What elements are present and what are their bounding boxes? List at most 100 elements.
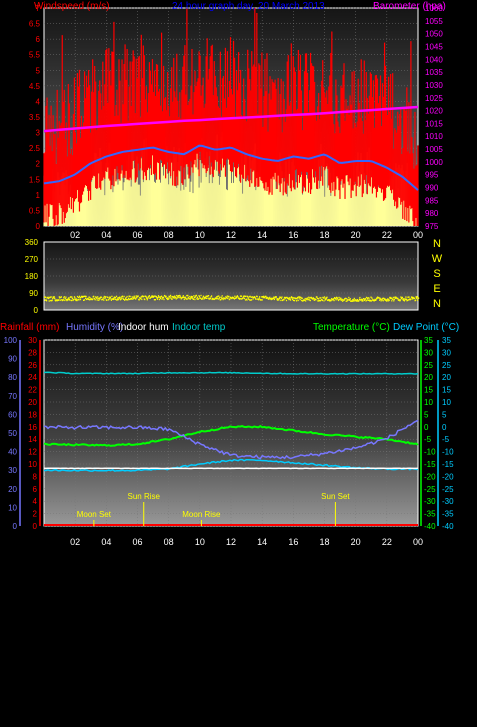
direction-point xyxy=(205,297,208,299)
rainfall-tick-label: 12 xyxy=(28,448,37,457)
barometer-tick-label: 1060 xyxy=(425,4,443,13)
direction-point xyxy=(94,298,96,300)
event-label: Sun Set xyxy=(321,492,350,501)
direction-point xyxy=(203,296,206,299)
direction-point xyxy=(102,297,104,299)
direction-point xyxy=(239,295,242,297)
direction-point xyxy=(168,298,170,300)
direction-point xyxy=(203,298,205,300)
direction-point xyxy=(374,299,376,301)
humidity-tick-label: 90 xyxy=(8,355,17,364)
direction-point xyxy=(249,295,251,298)
direction-point xyxy=(243,295,245,297)
direction-point xyxy=(231,297,233,300)
direction-point xyxy=(164,295,166,297)
direction-point xyxy=(258,297,260,299)
direction-tick-label: 360 xyxy=(25,238,39,247)
humidity-axis-ticks: 0 10 20 30 40 50 60 70 80 90 100 xyxy=(4,336,18,531)
direction-point xyxy=(267,297,269,299)
direction-point xyxy=(216,296,218,298)
direction-point xyxy=(248,296,250,298)
direction-point xyxy=(236,295,238,297)
direction-point xyxy=(367,299,370,301)
direction-point xyxy=(275,296,277,298)
direction-point xyxy=(320,297,322,299)
windspeed-tick-label: 2 xyxy=(36,160,41,169)
direction-point xyxy=(133,295,135,297)
dew-point-tick-label: 10 xyxy=(442,398,451,407)
direction-point xyxy=(252,296,254,298)
direction-point xyxy=(370,296,372,298)
direction-point xyxy=(280,299,282,302)
direction-point xyxy=(391,300,393,302)
rainfall-tick-label: 28 xyxy=(28,348,37,357)
hour-axis-ticks: 02 04 06 08 10 12 14 16 18 20 22 00 xyxy=(70,230,423,240)
direction-point xyxy=(61,299,63,301)
direction-point xyxy=(285,299,288,302)
direction-point xyxy=(278,299,280,301)
direction-point xyxy=(199,297,202,299)
direction-point xyxy=(67,299,69,301)
direction-point xyxy=(138,299,140,301)
direction-point xyxy=(240,298,242,300)
windspeed-tick-label: 7 xyxy=(36,4,41,13)
direction-point xyxy=(242,297,244,299)
direction-point xyxy=(342,300,344,302)
direction-point xyxy=(404,299,406,301)
direction-point xyxy=(306,297,308,299)
hour-tick-label: 18 xyxy=(319,537,329,547)
direction-point xyxy=(291,297,293,299)
hour-tick-label: 10 xyxy=(195,230,205,240)
direction-point xyxy=(70,299,72,302)
direction-tick-label: 180 xyxy=(25,272,39,281)
wind-direction-series xyxy=(44,294,420,302)
temperature-line xyxy=(43,424,419,447)
direction-point xyxy=(174,295,176,297)
direction-point xyxy=(317,298,319,300)
direction-point xyxy=(158,298,161,301)
indoor-hum-label: Indoor hum xyxy=(118,322,169,333)
barometer-axis-ticks: 975 980 985 990 995 1000 1005 1010 1015 1020 1025 1… xyxy=(425,4,443,231)
direction-point xyxy=(345,297,347,300)
direction-point xyxy=(154,295,156,297)
direction-point xyxy=(78,299,80,301)
direction-point xyxy=(376,297,378,300)
direction-point xyxy=(416,297,418,299)
direction-point xyxy=(113,297,115,299)
rainfall-tick-label: 8 xyxy=(33,472,38,481)
direction-point xyxy=(118,296,121,298)
direction-point xyxy=(129,298,131,301)
direction-point xyxy=(65,298,67,301)
direction-point xyxy=(120,296,122,299)
direction-point xyxy=(222,298,224,301)
direction-point xyxy=(383,298,385,300)
direction-point xyxy=(210,297,212,300)
hour-tick-label: 06 xyxy=(132,537,142,547)
direction-point xyxy=(330,299,332,302)
direction-point xyxy=(262,296,264,299)
direction-point xyxy=(379,297,381,299)
direction-point xyxy=(123,295,125,298)
direction-point xyxy=(308,299,310,301)
direction-point xyxy=(244,295,246,298)
direction-point xyxy=(114,296,117,299)
direction-point xyxy=(176,294,178,297)
direction-point xyxy=(128,295,130,297)
temperature-tick-label: 0 xyxy=(424,423,429,432)
direction-point xyxy=(331,298,333,300)
direction-point xyxy=(253,296,255,299)
direction-point xyxy=(70,296,72,298)
direction-point xyxy=(291,296,293,298)
direction-point xyxy=(358,298,360,301)
windspeed-tick-label: 0 xyxy=(36,222,41,231)
direction-point xyxy=(207,295,209,297)
direction-point xyxy=(385,299,387,301)
direction-point xyxy=(98,297,100,299)
direction-point xyxy=(287,297,290,300)
direction-point xyxy=(159,296,161,298)
direction-point xyxy=(122,297,124,299)
direction-point xyxy=(265,297,267,299)
direction-point xyxy=(371,297,373,299)
